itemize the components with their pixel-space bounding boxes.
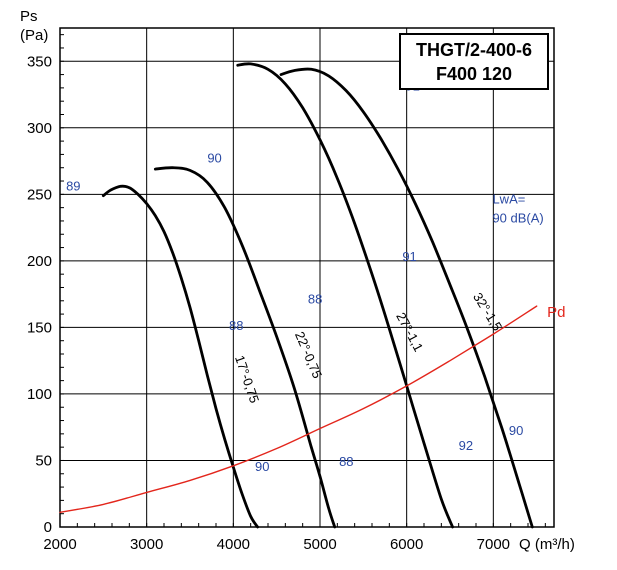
plot-frame xyxy=(59,27,555,528)
fan-curve-3 xyxy=(236,62,454,529)
x-axis-label: Q (m³/h) xyxy=(519,536,575,553)
lwa-label: 88 xyxy=(308,291,322,306)
lwa-label: 91 xyxy=(402,249,416,264)
y-tick-label: 250 xyxy=(27,186,52,203)
curves xyxy=(59,62,538,529)
y-tick-label: 200 xyxy=(27,253,52,270)
lwa-label: 88 xyxy=(339,454,353,469)
lwa-label: 88 xyxy=(229,318,243,333)
curve-name-label: 17°-0,75 xyxy=(232,353,262,404)
grid xyxy=(59,27,555,528)
lwa-label: 89 xyxy=(66,178,80,193)
lwa-label: 90 dB(A) xyxy=(492,210,543,225)
title-box xyxy=(399,33,549,90)
lwa-label: LwA= xyxy=(492,192,525,207)
fan-curve-1 xyxy=(101,184,259,529)
y-tick-label: 100 xyxy=(27,386,52,403)
y-tick-label: 0 xyxy=(44,519,52,536)
chart-title-line: F400 120 xyxy=(436,64,512,84)
y-tick-label: 300 xyxy=(27,120,52,137)
ticks: 0 50 100 150 200 250 300 350 2000 3000 4000 5000 600… xyxy=(20,8,575,553)
x-tick-label: 7000 xyxy=(477,536,510,553)
lwa-label: 90 xyxy=(207,150,221,165)
lwa-label: 90 xyxy=(509,423,523,438)
pd-curve xyxy=(59,305,538,514)
x-tick-label: 4000 xyxy=(217,536,250,553)
y-tick-label: 50 xyxy=(35,452,52,469)
x-tick-label: 2000 xyxy=(43,536,76,553)
x-tick-label: 5000 xyxy=(303,536,336,553)
x-tick-label: 3000 xyxy=(130,536,163,553)
y-axis-label: (Pa) xyxy=(20,27,48,44)
annotations: 17°-0,7522°-0,7527°-1,132°-1,589909391Lw… xyxy=(66,33,565,474)
lwa-label: 92 xyxy=(459,438,473,453)
fan-curve-2 xyxy=(153,166,337,529)
lwa-label: 90 xyxy=(255,459,269,474)
y-axis-label: Ps xyxy=(20,8,38,25)
x-tick-label: 6000 xyxy=(390,536,423,553)
pd-label: Pd xyxy=(547,304,565,321)
chart-title-line: THGT/2-400-6 xyxy=(416,40,532,60)
curve-name-label: 27°-1,1 xyxy=(393,310,426,354)
y-tick-label: 150 xyxy=(27,319,52,336)
fan-curve-4 xyxy=(279,67,534,529)
y-tick-label: 350 xyxy=(27,53,52,70)
